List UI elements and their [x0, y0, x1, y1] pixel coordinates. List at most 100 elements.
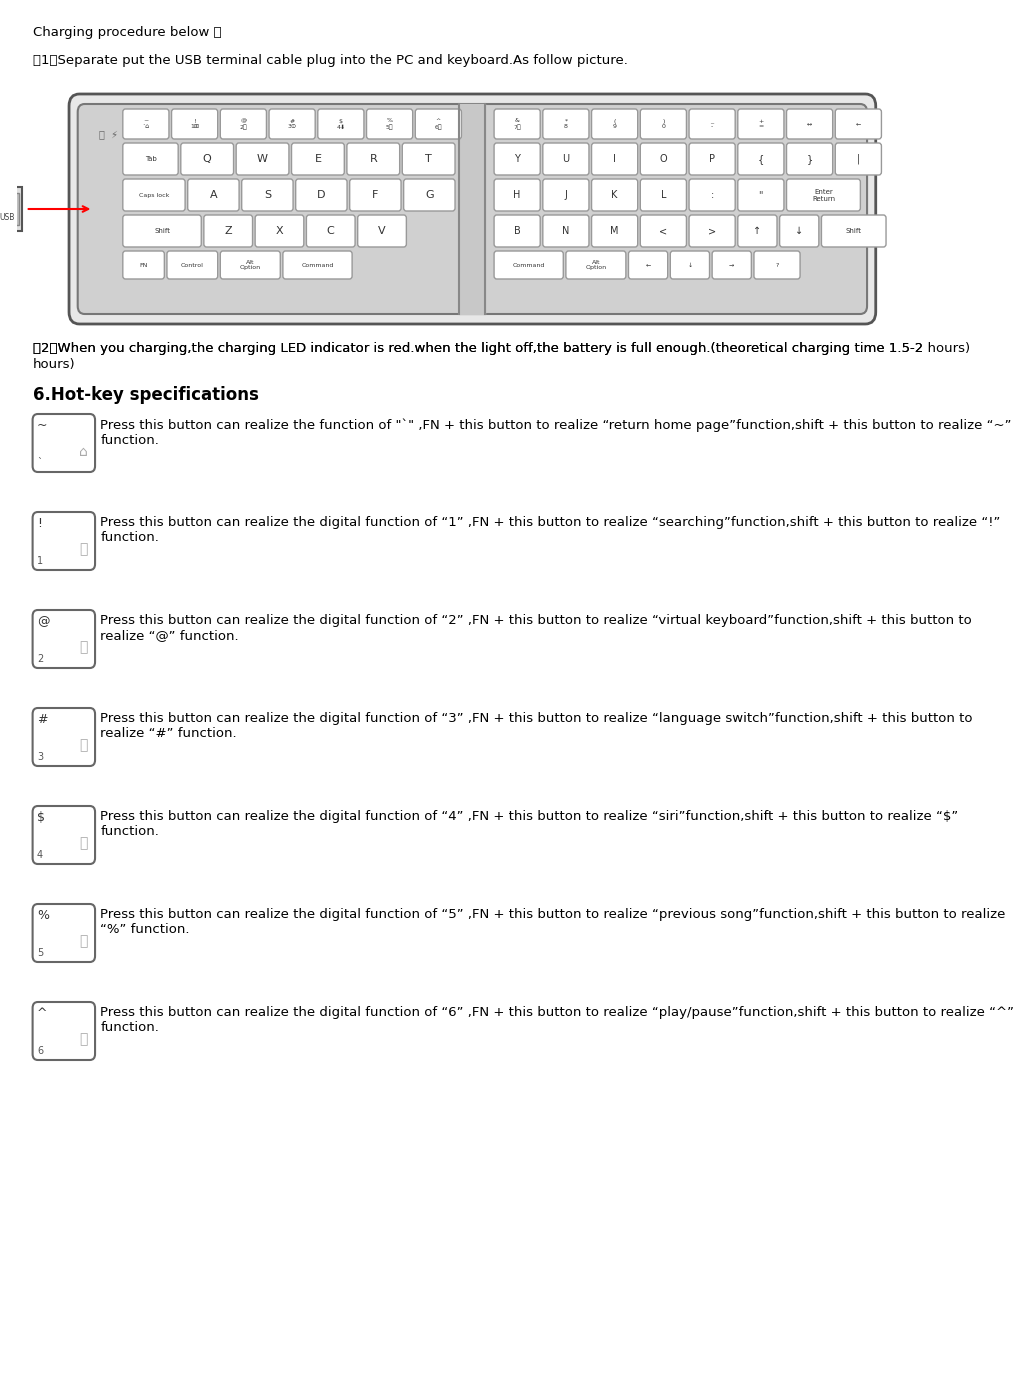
- Text: Shift: Shift: [845, 228, 862, 234]
- Text: X: X: [276, 226, 283, 237]
- Text: ^
6⏯: ^ 6⏯: [434, 118, 443, 129]
- Text: J: J: [564, 190, 567, 200]
- FancyBboxPatch shape: [738, 143, 784, 175]
- FancyBboxPatch shape: [32, 806, 95, 864]
- Text: G: G: [425, 190, 433, 200]
- FancyBboxPatch shape: [780, 215, 819, 248]
- Text: @
2⎕: @ 2⎕: [240, 118, 248, 129]
- FancyBboxPatch shape: [689, 143, 735, 175]
- Text: Enter
Return: Enter Return: [812, 189, 835, 201]
- FancyBboxPatch shape: [566, 250, 626, 279]
- Text: &
7⏮: & 7⏮: [514, 118, 521, 129]
- FancyBboxPatch shape: [543, 143, 589, 175]
- Text: Y: Y: [515, 154, 520, 164]
- Text: @: @: [37, 615, 50, 627]
- FancyBboxPatch shape: [670, 250, 709, 279]
- Text: L: L: [661, 190, 666, 200]
- Text: %: %: [37, 910, 49, 922]
- Text: T: T: [425, 154, 432, 164]
- FancyBboxPatch shape: [166, 250, 217, 279]
- Text: ": ": [758, 190, 763, 200]
- FancyBboxPatch shape: [640, 179, 686, 211]
- FancyBboxPatch shape: [236, 143, 289, 175]
- FancyBboxPatch shape: [494, 143, 540, 175]
- Text: I: I: [613, 154, 616, 164]
- Text: →: →: [729, 263, 735, 267]
- Text: ↑: ↑: [753, 226, 761, 237]
- Text: hours): hours): [32, 358, 75, 372]
- Text: >: >: [708, 226, 717, 237]
- Text: ↔: ↔: [807, 121, 812, 127]
- Text: R: R: [369, 154, 378, 164]
- Text: P: P: [709, 154, 716, 164]
- FancyBboxPatch shape: [269, 109, 316, 139]
- FancyBboxPatch shape: [494, 250, 563, 279]
- FancyBboxPatch shape: [123, 215, 201, 248]
- Text: H: H: [514, 190, 521, 200]
- Text: <: <: [660, 226, 668, 237]
- Bar: [0, 187, 22, 231]
- Text: Alt
Option: Alt Option: [586, 260, 606, 271]
- Text: Z: Z: [224, 226, 232, 237]
- FancyBboxPatch shape: [32, 1002, 95, 1060]
- Text: A: A: [209, 190, 217, 200]
- FancyBboxPatch shape: [592, 143, 637, 175]
- FancyBboxPatch shape: [689, 215, 735, 248]
- Text: Caps lock: Caps lock: [139, 193, 170, 198]
- FancyBboxPatch shape: [255, 215, 303, 248]
- Text: W: W: [257, 154, 268, 164]
- Text: +
=: + =: [758, 118, 763, 129]
- FancyBboxPatch shape: [835, 143, 881, 175]
- FancyBboxPatch shape: [283, 250, 352, 279]
- FancyBboxPatch shape: [307, 215, 355, 248]
- Text: ~: ~: [37, 420, 48, 432]
- FancyBboxPatch shape: [787, 109, 832, 139]
- Text: ⎕: ⎕: [80, 641, 88, 655]
- Text: 6: 6: [37, 1046, 43, 1055]
- Text: ⌂: ⌂: [79, 444, 88, 458]
- Bar: [0, 193, 18, 226]
- Text: S: S: [264, 190, 271, 200]
- Text: M: M: [610, 226, 619, 237]
- Text: ⛺: ⛺: [80, 739, 88, 753]
- FancyBboxPatch shape: [494, 179, 540, 211]
- FancyBboxPatch shape: [640, 215, 686, 248]
- FancyBboxPatch shape: [628, 250, 668, 279]
- Text: B: B: [514, 226, 521, 237]
- FancyBboxPatch shape: [78, 105, 867, 314]
- FancyBboxPatch shape: [738, 109, 784, 139]
- FancyBboxPatch shape: [640, 143, 686, 175]
- FancyBboxPatch shape: [402, 143, 455, 175]
- Text: 3: 3: [37, 753, 43, 762]
- FancyBboxPatch shape: [592, 109, 637, 139]
- Text: 6.Hot-key specifications: 6.Hot-key specifications: [32, 387, 259, 405]
- FancyBboxPatch shape: [689, 179, 735, 211]
- FancyBboxPatch shape: [32, 610, 95, 667]
- Text: Alt
Option: Alt Option: [240, 260, 261, 271]
- Text: Tab: Tab: [144, 155, 156, 162]
- Text: 🎤: 🎤: [80, 837, 88, 850]
- FancyBboxPatch shape: [188, 179, 240, 211]
- Text: Charging procedure below ：: Charging procedure below ：: [32, 26, 221, 39]
- FancyBboxPatch shape: [543, 109, 589, 139]
- Text: ^: ^: [37, 1007, 48, 1020]
- Text: %
5⏮: % 5⏮: [386, 118, 394, 129]
- FancyBboxPatch shape: [204, 215, 253, 248]
- FancyBboxPatch shape: [415, 109, 462, 139]
- FancyBboxPatch shape: [592, 215, 637, 248]
- Text: }: }: [807, 154, 813, 164]
- Text: 4: 4: [37, 850, 43, 860]
- Text: $
4⬇: $ 4⬇: [336, 118, 345, 129]
- Text: Q: Q: [203, 154, 211, 164]
- Text: N: N: [562, 226, 569, 237]
- Text: ~
`⌂: ~ `⌂: [142, 118, 149, 129]
- Text: ⏮: ⏮: [80, 934, 88, 948]
- FancyBboxPatch shape: [123, 143, 179, 175]
- Text: E: E: [315, 154, 322, 164]
- Text: Press this button can realize the digital function of “6” ,FN + this button to r: Press this button can realize the digita…: [100, 1006, 1014, 1033]
- FancyBboxPatch shape: [69, 94, 876, 323]
- Text: Press this button can realize the digital function of “3” ,FN + this button to r: Press this button can realize the digita…: [100, 711, 972, 740]
- Text: K: K: [611, 190, 618, 200]
- Text: |: |: [857, 154, 860, 164]
- Text: USB: USB: [0, 212, 14, 222]
